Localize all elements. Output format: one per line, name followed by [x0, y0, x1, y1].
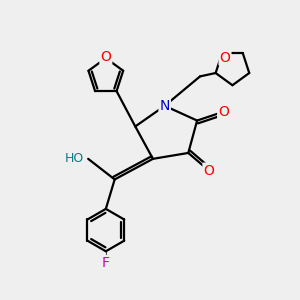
- Text: N: N: [160, 99, 170, 113]
- Text: O: O: [220, 51, 230, 65]
- Text: O: O: [203, 164, 214, 178]
- Text: F: F: [102, 256, 110, 270]
- Text: O: O: [100, 50, 111, 64]
- Text: O: O: [218, 105, 229, 119]
- Text: HO: HO: [64, 152, 84, 165]
